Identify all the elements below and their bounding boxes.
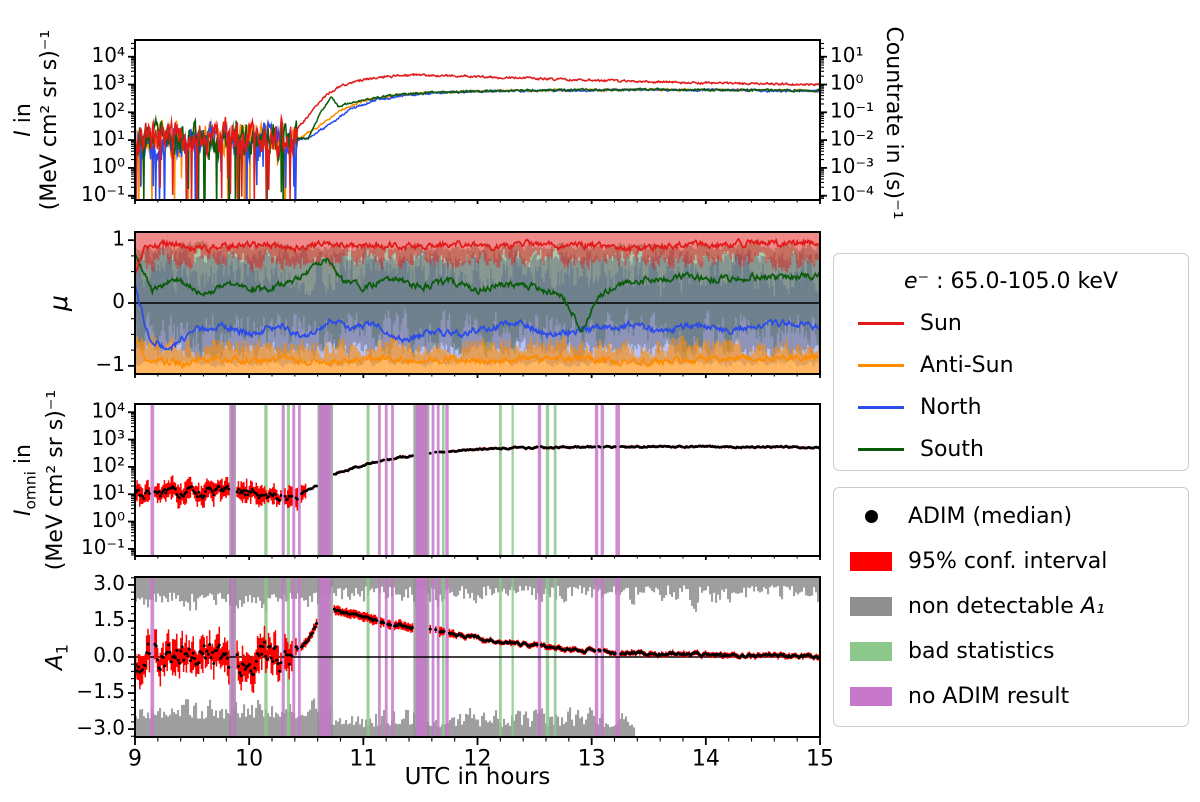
legend-title-energy-channel: e⁻ : 65.0-105.0 keV xyxy=(834,262,1188,302)
legend-label: Anti-Sun xyxy=(920,352,1014,378)
legend-adim: ADIM (median) 95% conf. interval non detec… xyxy=(833,487,1189,727)
y-axis-label-omni-units: (MeV cm² sr s)⁻¹ xyxy=(43,389,69,571)
legend-item-no-adim-result: no ADIM result xyxy=(834,674,1188,719)
y-axis-label-mu: μ xyxy=(44,269,74,337)
swatch-shape xyxy=(864,510,878,523)
legend-viewing-directions: e⁻ : 65.0-105.0 keV Sun Anti-Sun North Sout… xyxy=(833,253,1189,471)
ylabel-var: I xyxy=(11,509,36,517)
y-axis-label-countrate: Countrate in (s)⁻¹ xyxy=(881,26,906,220)
legend-label-text: non detectable xyxy=(908,594,1081,619)
legend-line-swatch xyxy=(858,321,904,325)
ylabel-var: A xyxy=(42,654,68,670)
swatch-shape xyxy=(850,552,892,571)
legend-item-95-conf-interval: 95% conf. interval xyxy=(834,539,1188,584)
legend-item-north: North xyxy=(834,386,1188,428)
legend-label: 95% conf. interval xyxy=(908,549,1108,574)
swatch-shape xyxy=(850,642,892,661)
ylabel-sub: 1 xyxy=(52,644,72,655)
y-axis-label-intensity-line1: I in xyxy=(11,0,37,270)
x-axis-label: UTC in hours xyxy=(404,764,551,790)
y-axis-label-omni-line1: Iomni in xyxy=(11,330,43,630)
legend-patch-swatch xyxy=(848,552,894,571)
ylabel-rest: in xyxy=(11,444,36,472)
y-axis-label-a1: A1 xyxy=(42,617,72,697)
legend-patch-swatch xyxy=(848,597,894,616)
legend-line-swatch xyxy=(858,405,904,409)
swatch-shape xyxy=(850,597,892,616)
legend-dot-swatch xyxy=(848,510,894,523)
legend-label: non detectable A₁ xyxy=(908,594,1105,619)
legend-label: no ADIM result xyxy=(908,684,1070,709)
legend-title-particle: e⁻ xyxy=(904,269,930,294)
legend-item-non-detectable: non detectable A₁ xyxy=(834,584,1188,629)
legend-patch-swatch xyxy=(848,687,894,706)
legend-items-directions: Sun Anti-Sun North South xyxy=(834,302,1188,470)
y-axis-label-intensity: I in (MeV cm² sr s)⁻¹ xyxy=(11,0,63,270)
legend-label: ADIM (median) xyxy=(908,504,1073,529)
legend-label: South xyxy=(920,436,984,462)
swatch-shape xyxy=(850,687,892,706)
y-axis-label-intensity-units: (MeV cm² sr s)⁻¹ xyxy=(37,29,62,211)
legend-item-adim-median-: ADIM (median) xyxy=(834,494,1188,539)
legend-patch-swatch xyxy=(848,642,894,661)
ylabel-sub: omni xyxy=(21,471,40,510)
legend-line-swatch xyxy=(858,447,904,451)
legend-label-math: A₁ xyxy=(1080,594,1105,619)
legend-item-south: South xyxy=(834,428,1188,470)
ylabel-var: μ xyxy=(44,295,73,311)
legend-line-swatch xyxy=(858,363,904,367)
legend-item-bad-statistics: bad statistics xyxy=(834,629,1188,674)
legend-items-adim: ADIM (median) 95% conf. interval non detec… xyxy=(834,494,1188,719)
legend-item-sun: Sun xyxy=(834,302,1188,344)
y-axis-label-omni: Iomni in (MeV cm² sr s)⁻¹ xyxy=(11,330,68,630)
legend-label: bad statistics xyxy=(908,639,1055,664)
ylabel-var: I xyxy=(11,130,36,137)
legend-title-range: : 65.0-105.0 keV xyxy=(929,269,1118,294)
legend-label: Sun xyxy=(920,310,962,336)
legend-label: North xyxy=(920,394,982,420)
ylabel-rest: in xyxy=(11,103,36,131)
legend-item-anti-sun: Anti-Sun xyxy=(834,344,1188,386)
